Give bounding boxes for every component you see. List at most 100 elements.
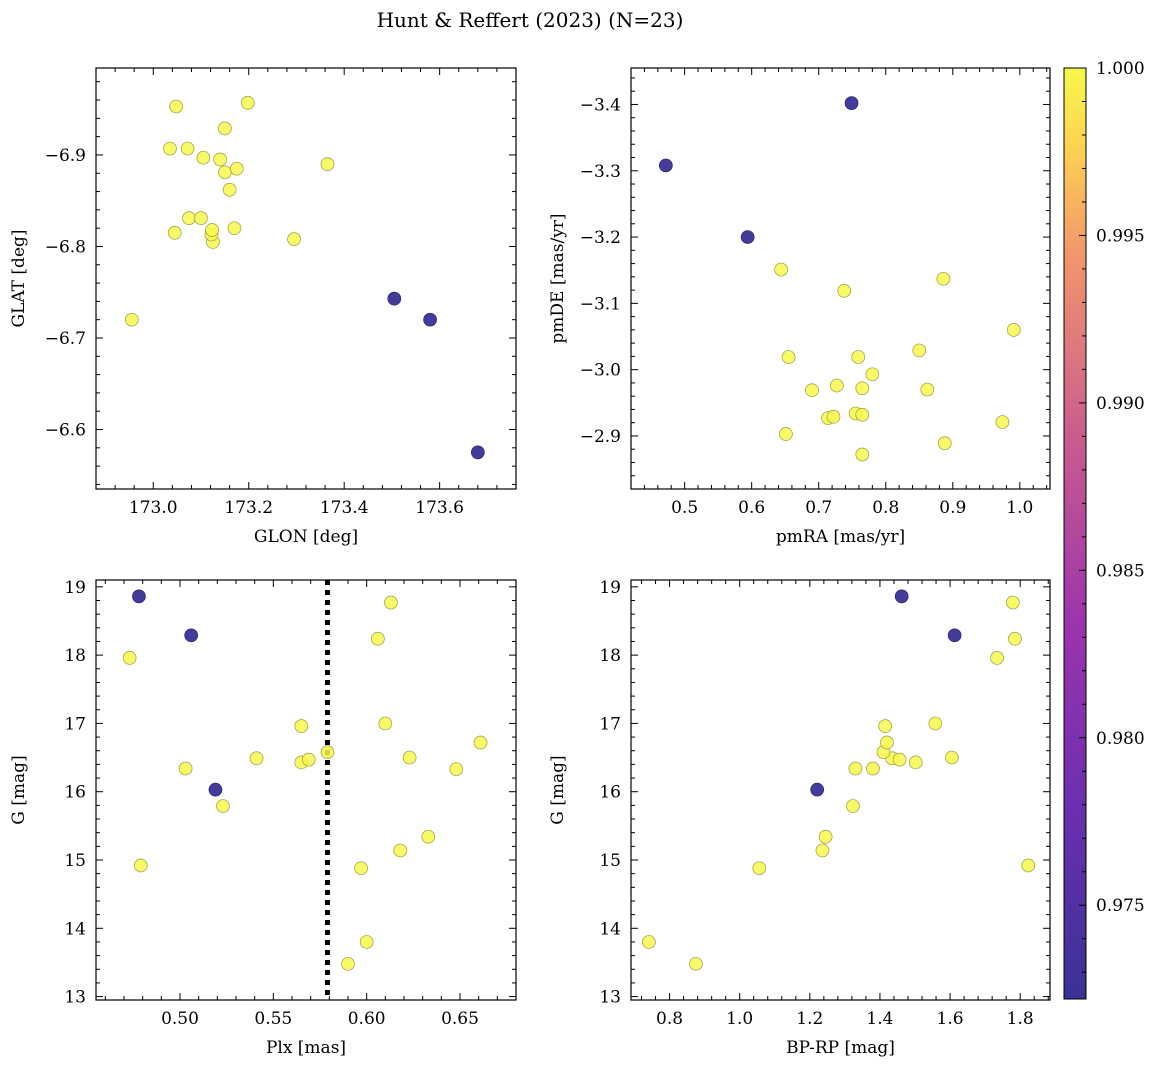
scatter-point bbox=[844, 96, 859, 110]
x-tick-label: 1.2 bbox=[796, 1009, 823, 1029]
scatter-point bbox=[222, 182, 237, 197]
scatter-point bbox=[805, 383, 819, 398]
scatter-point bbox=[249, 751, 264, 766]
scatter-point bbox=[810, 782, 825, 797]
x-tick-label: 1.4 bbox=[866, 1009, 893, 1029]
x-tick-label: 0.65 bbox=[441, 1009, 479, 1029]
scatter-point bbox=[218, 121, 232, 136]
y-tick-label: 16 bbox=[599, 783, 621, 803]
x-tick-label: 1.8 bbox=[1007, 1009, 1034, 1029]
scatter-point bbox=[752, 861, 767, 876]
plot-frame bbox=[95, 67, 517, 490]
y-tick-label: −3.4 bbox=[580, 95, 621, 115]
x-tick-label: 1.0 bbox=[726, 1009, 753, 1029]
scatter-point bbox=[133, 858, 148, 873]
figure-title: Hunt & Reffert (2023) (N=23) bbox=[377, 8, 684, 32]
y-tick-label: 17 bbox=[64, 714, 86, 734]
y-tick-label: 18 bbox=[64, 646, 86, 666]
scatter-point bbox=[301, 752, 316, 767]
scatter-point bbox=[163, 141, 177, 156]
x-tick-label: 173.4 bbox=[320, 498, 369, 518]
colorbar-tick-label: 0.975 bbox=[1096, 896, 1145, 916]
plot-frame bbox=[630, 579, 1051, 1001]
scatter-point bbox=[846, 799, 860, 813]
scatter-point bbox=[659, 158, 673, 173]
colorbar-tick-label: 0.985 bbox=[1096, 561, 1145, 581]
scatter-point bbox=[908, 755, 923, 770]
scatter-point bbox=[182, 211, 196, 225]
scatter-point bbox=[1021, 858, 1036, 873]
x-tick-label: 173.2 bbox=[224, 498, 273, 518]
scatter-point bbox=[384, 595, 398, 610]
scatter-point bbox=[689, 956, 703, 971]
scatter-point bbox=[229, 161, 244, 176]
scatter-point bbox=[320, 745, 335, 759]
scatter-point bbox=[371, 631, 385, 646]
x-tick-label: 0.50 bbox=[161, 1009, 199, 1029]
colorbar: 0.975 0.980 0.985 0.990 0.995 1.000 bbox=[1063, 59, 1145, 1000]
scatter-point bbox=[196, 150, 211, 165]
panel-pmra-pmde: 0.5 0.6 0.7 0.8 0.9 1.0 −2.9 −3.0 −3.1 −3.2 −3.3 −3… bbox=[548, 67, 1051, 547]
y-tick-label: −6.9 bbox=[45, 146, 86, 166]
scatter-point bbox=[227, 221, 242, 236]
scatter-point bbox=[990, 651, 1004, 665]
scatter-point bbox=[944, 750, 959, 765]
scatter-point bbox=[912, 343, 927, 358]
panel-bprp-g: 0.8 1.0 1.2 1.4 1.6 1.8 13 14 15 16 17 18 19 BP-RP [m… bbox=[548, 578, 1051, 1058]
scatter-point bbox=[124, 312, 139, 327]
scatter-point bbox=[122, 651, 137, 665]
scatter-point bbox=[178, 761, 193, 776]
colorbar-gradient bbox=[1063, 67, 1087, 1000]
y-tick-label: 15 bbox=[599, 851, 621, 871]
scatter-point bbox=[937, 436, 952, 451]
scatter-point bbox=[781, 350, 796, 364]
scatter-point bbox=[880, 735, 894, 750]
colorbar-tick-label: 0.990 bbox=[1096, 394, 1145, 414]
y-tick-label: −6.8 bbox=[45, 237, 86, 257]
scatter-point bbox=[995, 415, 1010, 429]
scatter-point bbox=[936, 271, 951, 286]
x-tick-label: 0.60 bbox=[348, 1009, 386, 1029]
y-tick-label: −3.1 bbox=[580, 294, 621, 314]
colorbar-tick-label: 1.000 bbox=[1096, 59, 1145, 79]
y-tick-label: 13 bbox=[64, 988, 86, 1008]
y-axis-label-g-mag: G [mag] bbox=[548, 755, 568, 824]
x-tick-label: 0.5 bbox=[671, 498, 698, 518]
x-tick-label: 173.6 bbox=[415, 498, 464, 518]
y-tick-label: 14 bbox=[64, 919, 86, 939]
y-tick-label: −2.9 bbox=[580, 427, 621, 447]
scatter-point bbox=[928, 716, 943, 731]
scatter-point bbox=[473, 735, 488, 750]
scatter-point bbox=[848, 761, 863, 776]
scatter-point bbox=[740, 230, 755, 244]
colorbar-tick-label: 0.980 bbox=[1096, 729, 1145, 749]
y-tick-label: −6.6 bbox=[45, 421, 86, 441]
scatter-point bbox=[213, 152, 227, 167]
scatter-point bbox=[1008, 631, 1022, 646]
scatter-point bbox=[470, 445, 485, 460]
scatter-point bbox=[393, 843, 408, 858]
plot-frame bbox=[630, 67, 1051, 490]
plot-frame bbox=[95, 579, 517, 1001]
scatter-point bbox=[180, 141, 195, 156]
y-tick-label: 17 bbox=[599, 714, 621, 734]
scatter-point bbox=[359, 935, 374, 949]
scatter-point bbox=[866, 761, 880, 776]
scatter-point bbox=[240, 95, 255, 110]
x-tick-label: 1.0 bbox=[1006, 498, 1033, 518]
y-tick-label: 18 bbox=[599, 646, 621, 666]
x-tick-label: 0.8 bbox=[656, 1009, 683, 1029]
y-tick-label: −6.7 bbox=[45, 329, 86, 349]
x-tick-label: 1.6 bbox=[937, 1009, 964, 1029]
scatter-point bbox=[341, 956, 355, 971]
scatter-point bbox=[837, 283, 852, 298]
scatter-point bbox=[205, 223, 219, 237]
scatter-point bbox=[878, 719, 893, 733]
scatter-point bbox=[294, 719, 309, 733]
scatter-point bbox=[818, 829, 833, 844]
scatter-point bbox=[421, 829, 436, 844]
scatter-point bbox=[855, 381, 870, 396]
x-tick-label: 0.8 bbox=[872, 498, 899, 518]
scatter-point bbox=[216, 799, 230, 813]
